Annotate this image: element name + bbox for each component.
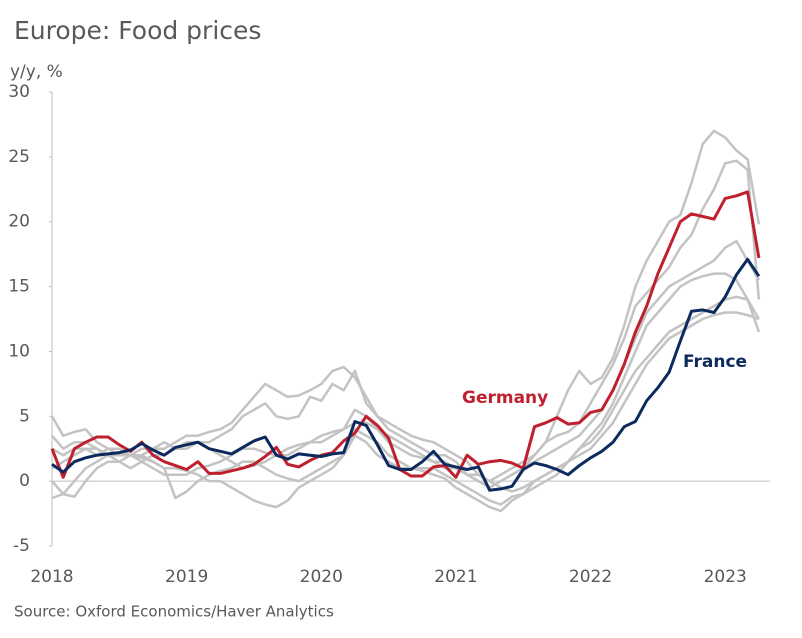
background-line: [51, 159, 761, 489]
y-tick-label: 10: [8, 341, 30, 361]
x-tick-label: 2020: [300, 567, 343, 587]
source: Source: Oxford Economics/Haver Analytics: [14, 603, 334, 621]
plot-area: -5 0 5 10 15 20 25 30 2018 2019 2020 2021 2022 2023: [8, 82, 770, 587]
chart-title: Europe: Food prices: [14, 16, 261, 45]
series-label: Germany: [462, 388, 548, 408]
x-tick-label: 2019: [165, 567, 208, 587]
background-line: [51, 272, 761, 506]
background-line: [51, 239, 760, 489]
y-tick-label: 5: [19, 406, 30, 426]
y-tick-label: 15: [8, 277, 30, 297]
y-tick-label: 30: [8, 82, 30, 102]
y-tick-label: 20: [8, 212, 30, 232]
y-tick-label: 25: [8, 147, 30, 167]
y-tick-label: -5: [13, 536, 30, 556]
series-line: [50, 190, 761, 479]
x-tick-label: 2018: [30, 567, 73, 587]
series-label: France: [683, 352, 747, 372]
y-axis-label: y/y, %: [10, 62, 63, 82]
series-line: [51, 257, 761, 492]
x-tick-label: 2022: [569, 567, 612, 587]
x-tick-label: 2021: [434, 567, 477, 587]
background-line: [51, 295, 760, 513]
y-tick-label: 0: [19, 471, 30, 491]
x-tick-label: 2023: [704, 567, 747, 587]
